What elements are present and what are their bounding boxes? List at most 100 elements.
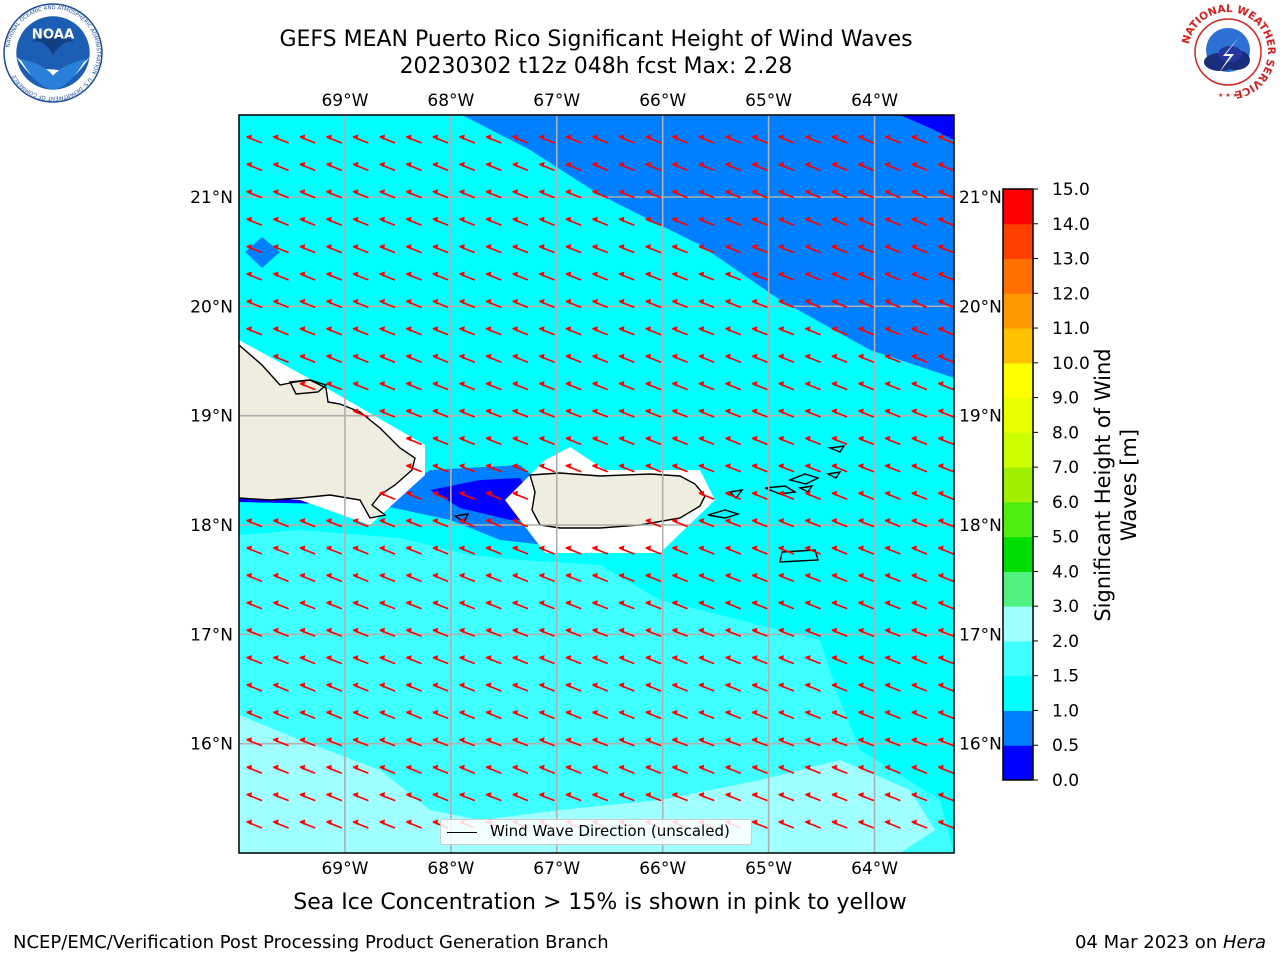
wave-direction-arrow-210	[804, 326, 821, 336]
wave-direction-arrow-476	[884, 627, 901, 637]
wave-direction-arrow-540	[432, 709, 449, 720]
wave-direction-arrow-158	[857, 271, 875, 281]
wave-direction-arrow-157	[831, 271, 848, 281]
wave-direction-arrow-18	[724, 134, 742, 144]
wave-direction-arrow-576	[671, 737, 688, 747]
wave-direction-arrow-569	[485, 737, 502, 747]
wave-direction-arrow-592	[379, 764, 396, 774]
wave-direction-arrow-574	[618, 737, 635, 747]
wave-direction-arrow-268	[379, 408, 396, 418]
wave-direction-arrow-413	[645, 572, 662, 583]
wave-direction-arrow-415	[698, 572, 715, 583]
colorbar-tick-2: 1.0	[1052, 701, 1079, 721]
wave-direction-arrow-558	[911, 709, 928, 720]
wave-direction-arrow-117	[485, 244, 502, 254]
wave-direction-arrow-577	[698, 737, 715, 747]
wave-direction-arrow-36	[485, 161, 502, 172]
wave-direction-arrow-591	[352, 764, 369, 774]
wave-direction-arrow-375	[352, 545, 369, 555]
wave-direction-arrow-24	[884, 134, 901, 144]
colorbar-segment-13	[1003, 293, 1033, 329]
wave-direction-arrow-543	[512, 709, 529, 720]
wave-direction-arrow-460	[458, 627, 476, 637]
wave-direction-arrow-531	[911, 682, 928, 692]
wave-direction-arrow-4	[352, 134, 369, 144]
colorbar-tick-9: 7.0	[1052, 458, 1079, 478]
wave-direction-arrow-617	[325, 792, 343, 802]
wave-direction-arrow-480	[272, 655, 289, 665]
lon-tick-bottom-2: 67°W	[533, 859, 580, 879]
wave-direction-arrow-316	[538, 463, 555, 473]
wave-direction-arrow-537	[352, 709, 369, 720]
wave-direction-arrow-580	[778, 737, 795, 747]
wave-direction-arrow-2	[299, 134, 316, 144]
wave-direction-arrow-524	[724, 682, 742, 692]
lat-tick-left-5: 16°N	[190, 735, 233, 755]
wave-direction-arrow-374	[325, 545, 343, 555]
colorbar-tick-8: 6.0	[1052, 493, 1079, 513]
wave-direction-arrow-463	[538, 627, 555, 637]
wave-direction-arrow-188	[937, 298, 954, 309]
wave-direction-arrow-370	[937, 518, 954, 528]
wave-direction-arrow-44	[698, 161, 715, 172]
wave-direction-arrow-131	[857, 244, 875, 254]
wave-direction-arrow-544	[538, 709, 555, 720]
wave-direction-arrow-60	[405, 189, 422, 199]
wave-direction-arrow-428	[325, 600, 343, 610]
wave-direction-arrow-345	[884, 490, 901, 500]
wave-direction-arrow-513	[432, 682, 449, 692]
wave-direction-arrow-163	[272, 298, 289, 309]
wave-direction-arrow-58	[352, 189, 369, 199]
wave-direction-arrow-62	[458, 189, 476, 199]
wave-direction-arrow-261	[804, 381, 821, 391]
wave-direction-arrow-667	[937, 819, 954, 829]
wave-direction-arrow-198	[485, 326, 502, 336]
wave-direction-arrow-560	[246, 737, 263, 747]
wave-direction-arrow-13	[591, 134, 609, 144]
wave-direction-arrow-473	[804, 627, 821, 637]
wave-direction-arrow-164	[299, 298, 316, 309]
wave-direction-arrow-358	[512, 518, 529, 528]
wave-direction-arrow-309	[911, 435, 928, 446]
wave-direction-arrow-357	[485, 518, 502, 528]
wave-direction-arrow-509	[325, 682, 343, 692]
wave-direction-arrow-609	[831, 764, 848, 774]
wave-direction-arrow-384	[591, 545, 609, 555]
colorbar-segment-8	[1003, 467, 1033, 503]
wave-direction-arrow-515	[485, 682, 502, 692]
wave-direction-arrow-61	[432, 189, 449, 199]
wave-direction-arrow-248	[458, 381, 476, 391]
wave-direction-arrow-201	[565, 326, 582, 336]
wave-direction-arrow-171	[485, 298, 502, 309]
wave-direction-arrow-126	[724, 244, 742, 254]
wave-direction-arrow-446	[804, 600, 821, 610]
colorbar-segment-11	[1003, 362, 1033, 399]
wave-direction-arrow-333	[405, 490, 422, 500]
wave-direction-arrow-621	[432, 792, 449, 802]
wave-direction-arrow-619	[379, 792, 396, 802]
wave-direction-arrow-539	[405, 709, 422, 720]
wave-direction-arrow-472	[778, 627, 795, 637]
wave-direction-arrow-287	[884, 408, 901, 418]
wave-direction-arrow-181	[751, 298, 768, 309]
wave-direction-arrow-418	[778, 572, 795, 583]
wave-direction-arrow-116	[458, 244, 476, 254]
wave-direction-arrow-29	[299, 161, 316, 172]
wave-direction-arrow-377	[405, 545, 422, 555]
wave-direction-arrow-238	[857, 353, 875, 363]
wave-direction-arrow-604	[698, 764, 715, 774]
wave-direction-arrow-10	[512, 134, 529, 144]
wave-direction-arrow-636	[831, 792, 848, 802]
wave-direction-arrow-79	[911, 189, 928, 199]
wave-direction-arrow-579	[751, 737, 768, 747]
wave-direction-arrow-641	[246, 819, 263, 829]
wave-direction-arrow-389	[724, 545, 742, 555]
wave-direction-arrow-340	[751, 490, 768, 500]
wave-direction-arrow-595	[458, 764, 476, 774]
wave-direction-arrow-112	[352, 244, 369, 254]
wave-direction-arrow-21	[804, 134, 821, 144]
wave-direction-arrow-0	[246, 134, 263, 144]
wave-direction-arrow-464	[565, 627, 582, 637]
wave-direction-arrow-55	[272, 189, 289, 199]
wave-direction-arrow-344	[857, 490, 875, 500]
